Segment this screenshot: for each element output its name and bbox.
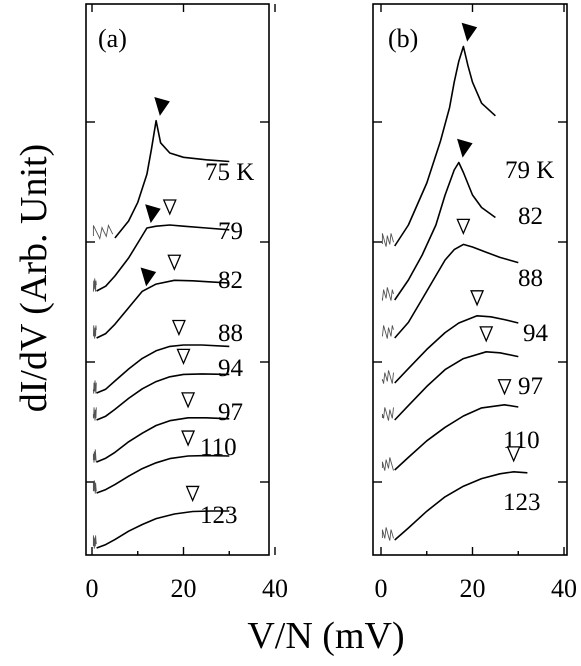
- panel-a-gap-marker: [167, 254, 182, 271]
- panel-a-gap-marker: [162, 199, 177, 216]
- panel-a-curve-noise: [92, 449, 97, 463]
- panel-a-curve-noise: [92, 380, 97, 394]
- panel-b-series-label: 82: [518, 203, 543, 230]
- panel-a-curve-94: [96, 373, 230, 421]
- panel-a-series-label: 88: [218, 320, 243, 347]
- panel-a-gap-marker: [176, 348, 191, 366]
- panel-a-gap-marker: [181, 430, 196, 447]
- panel-a-curve-noise: [92, 224, 114, 241]
- panel-a-curve-97: [96, 417, 230, 463]
- panel-a-curve-79: [96, 224, 230, 292]
- panel-a-series-label: 123: [200, 502, 238, 529]
- panel-a-x-tick-label: 0: [86, 574, 99, 603]
- panel-b-curve-noise: [381, 233, 394, 247]
- panel-a-series-label: 79: [218, 218, 243, 245]
- panel-a-gap-marker: [185, 485, 200, 503]
- panel-b-curve-82: [394, 161, 496, 301]
- panel-b-gap-marker: [470, 290, 485, 307]
- panel-b-peak-marker: [457, 138, 473, 158]
- panel-a-curve-123: [96, 510, 230, 549]
- panel-b-series-label: 94: [523, 320, 549, 347]
- panel-a-series-label: 94: [218, 355, 244, 382]
- panel-b-curve-97: [394, 351, 519, 421]
- panel-b-series-label: 97: [518, 373, 543, 400]
- panel-b-x-tick-label: 40: [551, 574, 577, 603]
- panel-a-series-label: 97: [218, 399, 243, 426]
- panel-b-frame: [372, 3, 568, 556]
- panel-b-curve-94: [394, 315, 519, 384]
- panel-a-curve-110: [96, 454, 230, 494]
- panel-b-gap-marker: [506, 446, 521, 463]
- panel-a-curve-75k: [114, 119, 230, 239]
- panel-a-curve-82: [96, 279, 230, 339]
- panel-a-frame: [85, 3, 270, 556]
- panel-a-gap-marker: [181, 392, 196, 409]
- panel-a: (a) 0 20 40 75 K 79 82 88 94 97 110 123: [85, 3, 288, 603]
- panel-b-curve-noise: [381, 457, 394, 471]
- panel-b-curve-123: [394, 471, 528, 541]
- panel-b-curve-noise: [381, 287, 394, 301]
- panel-a-series-label: 110: [200, 434, 237, 461]
- panel-b-series-label: 88: [518, 265, 543, 292]
- panel-a-curve-noise: [92, 535, 97, 549]
- panel-a-x-tick-label: 20: [171, 574, 197, 603]
- panel-b-curve-noise: [381, 407, 394, 421]
- panel-b-series-label: 79 K: [505, 157, 554, 184]
- panel-a-curve-noise: [92, 480, 97, 494]
- panel-a-series-label: 75 K: [205, 159, 254, 186]
- y-axis-title: dI/dV (Arb. Unit): [13, 144, 55, 412]
- panel-a-gap-marker: [171, 319, 186, 337]
- panel-b-curve-79k: [394, 45, 496, 247]
- panel-b-label: (b): [388, 24, 418, 53]
- panel-a-x-tick-label: 40: [262, 574, 288, 603]
- panel-a-curve-88: [96, 344, 230, 394]
- panel-b-x-tick-label: 0: [375, 574, 388, 603]
- x-axis-title: V/N (mV): [247, 615, 404, 657]
- panel-a-label: (a): [98, 24, 127, 53]
- panel-b-peak-marker: [461, 22, 478, 42]
- panel-a-peak-marker: [145, 204, 161, 224]
- panel-b-x-tick-label: 20: [460, 574, 486, 603]
- panel-b-gap-marker: [479, 326, 494, 343]
- panel-a-curve-noise: [92, 278, 97, 292]
- panel-a-peak-marker: [154, 96, 170, 116]
- panel-b-curve-88: [394, 243, 519, 339]
- panel-a-series-label: 82: [218, 267, 243, 294]
- panel-b-gap-marker: [497, 379, 512, 396]
- panel-a-curve-noise: [92, 325, 97, 339]
- panel-b-curve-noise: [381, 527, 394, 541]
- panel-b-curve-110: [394, 404, 519, 471]
- panel-b-curve-noise: [381, 325, 394, 339]
- panel-b-curve-noise: [381, 370, 394, 384]
- panel-b-gap-marker: [456, 218, 471, 236]
- panel-a-curve-noise: [92, 407, 97, 421]
- panel-b-series-label: 123: [503, 489, 541, 516]
- panel-a-peak-marker: [140, 267, 157, 287]
